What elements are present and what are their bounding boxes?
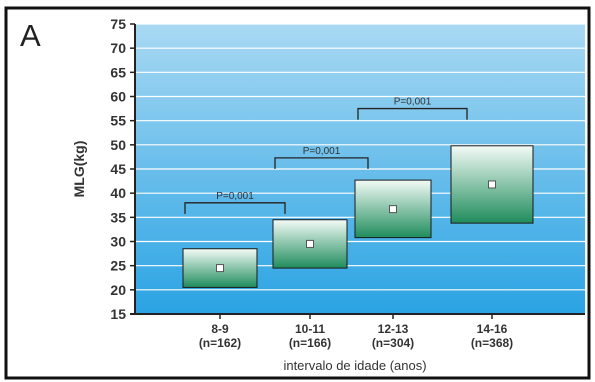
x-tick-label: 12-13 bbox=[378, 322, 409, 336]
y-tick-label: 30 bbox=[110, 234, 126, 250]
y-tick-label: 55 bbox=[110, 113, 126, 129]
y-tick-label: 20 bbox=[110, 282, 126, 298]
y-tick-label: 35 bbox=[110, 209, 126, 225]
y-axis-title: MLG(kg) bbox=[71, 141, 87, 198]
mean-marker bbox=[216, 264, 224, 273]
x-tick-label: 14-16 bbox=[477, 322, 508, 336]
comparison-bracket bbox=[184, 202, 286, 214]
p-value-label: P=0,001 bbox=[394, 97, 432, 108]
y-tick-label: 50 bbox=[110, 137, 126, 153]
comparison-bracket bbox=[357, 107, 468, 120]
mean-marker bbox=[306, 239, 314, 248]
comparison-brackets: P=0,001 P=0,001 P=0,001 bbox=[184, 97, 468, 214]
panel-label: A bbox=[20, 18, 41, 53]
y-tick-label: 60 bbox=[110, 89, 126, 105]
y-tick-label: 45 bbox=[110, 161, 126, 177]
comparison-bracket bbox=[274, 157, 369, 169]
x-tick-sample-size: (n=166) bbox=[289, 336, 331, 350]
y-tick-label: 75 bbox=[110, 16, 126, 32]
y-tick-label: 65 bbox=[110, 64, 126, 80]
box bbox=[450, 145, 534, 224]
p-value-label: P=0,001 bbox=[303, 146, 341, 157]
boxes bbox=[182, 145, 534, 288]
x-tick-label: 8-9 bbox=[211, 322, 229, 336]
x-tick-label: 10-11 bbox=[295, 322, 325, 336]
y-tick-label: 25 bbox=[110, 258, 126, 274]
x-tick-sample-size: (n=368) bbox=[471, 336, 513, 350]
y-axis-ticks: 15 20 25 30 35 40 45 50 55 60 65 70 75 bbox=[110, 16, 135, 322]
x-tick-sample-size: (n=162) bbox=[199, 336, 241, 350]
p-value-label: P=0,001 bbox=[216, 191, 254, 202]
mean-marker bbox=[488, 180, 496, 189]
y-tick-label: 15 bbox=[110, 306, 126, 322]
y-tick-label: 40 bbox=[110, 185, 126, 201]
x-axis-categories: 8-9(n=162) 10-11(n=166) 12-13(n=304) 14-16(… bbox=[199, 314, 513, 350]
mean-marker bbox=[389, 205, 397, 214]
x-axis-title: intervalo de idade (anos) bbox=[283, 358, 426, 373]
figure-border bbox=[4, 6, 591, 380]
x-tick-sample-size: (n=304) bbox=[372, 336, 414, 350]
y-tick-label: 70 bbox=[110, 40, 126, 56]
